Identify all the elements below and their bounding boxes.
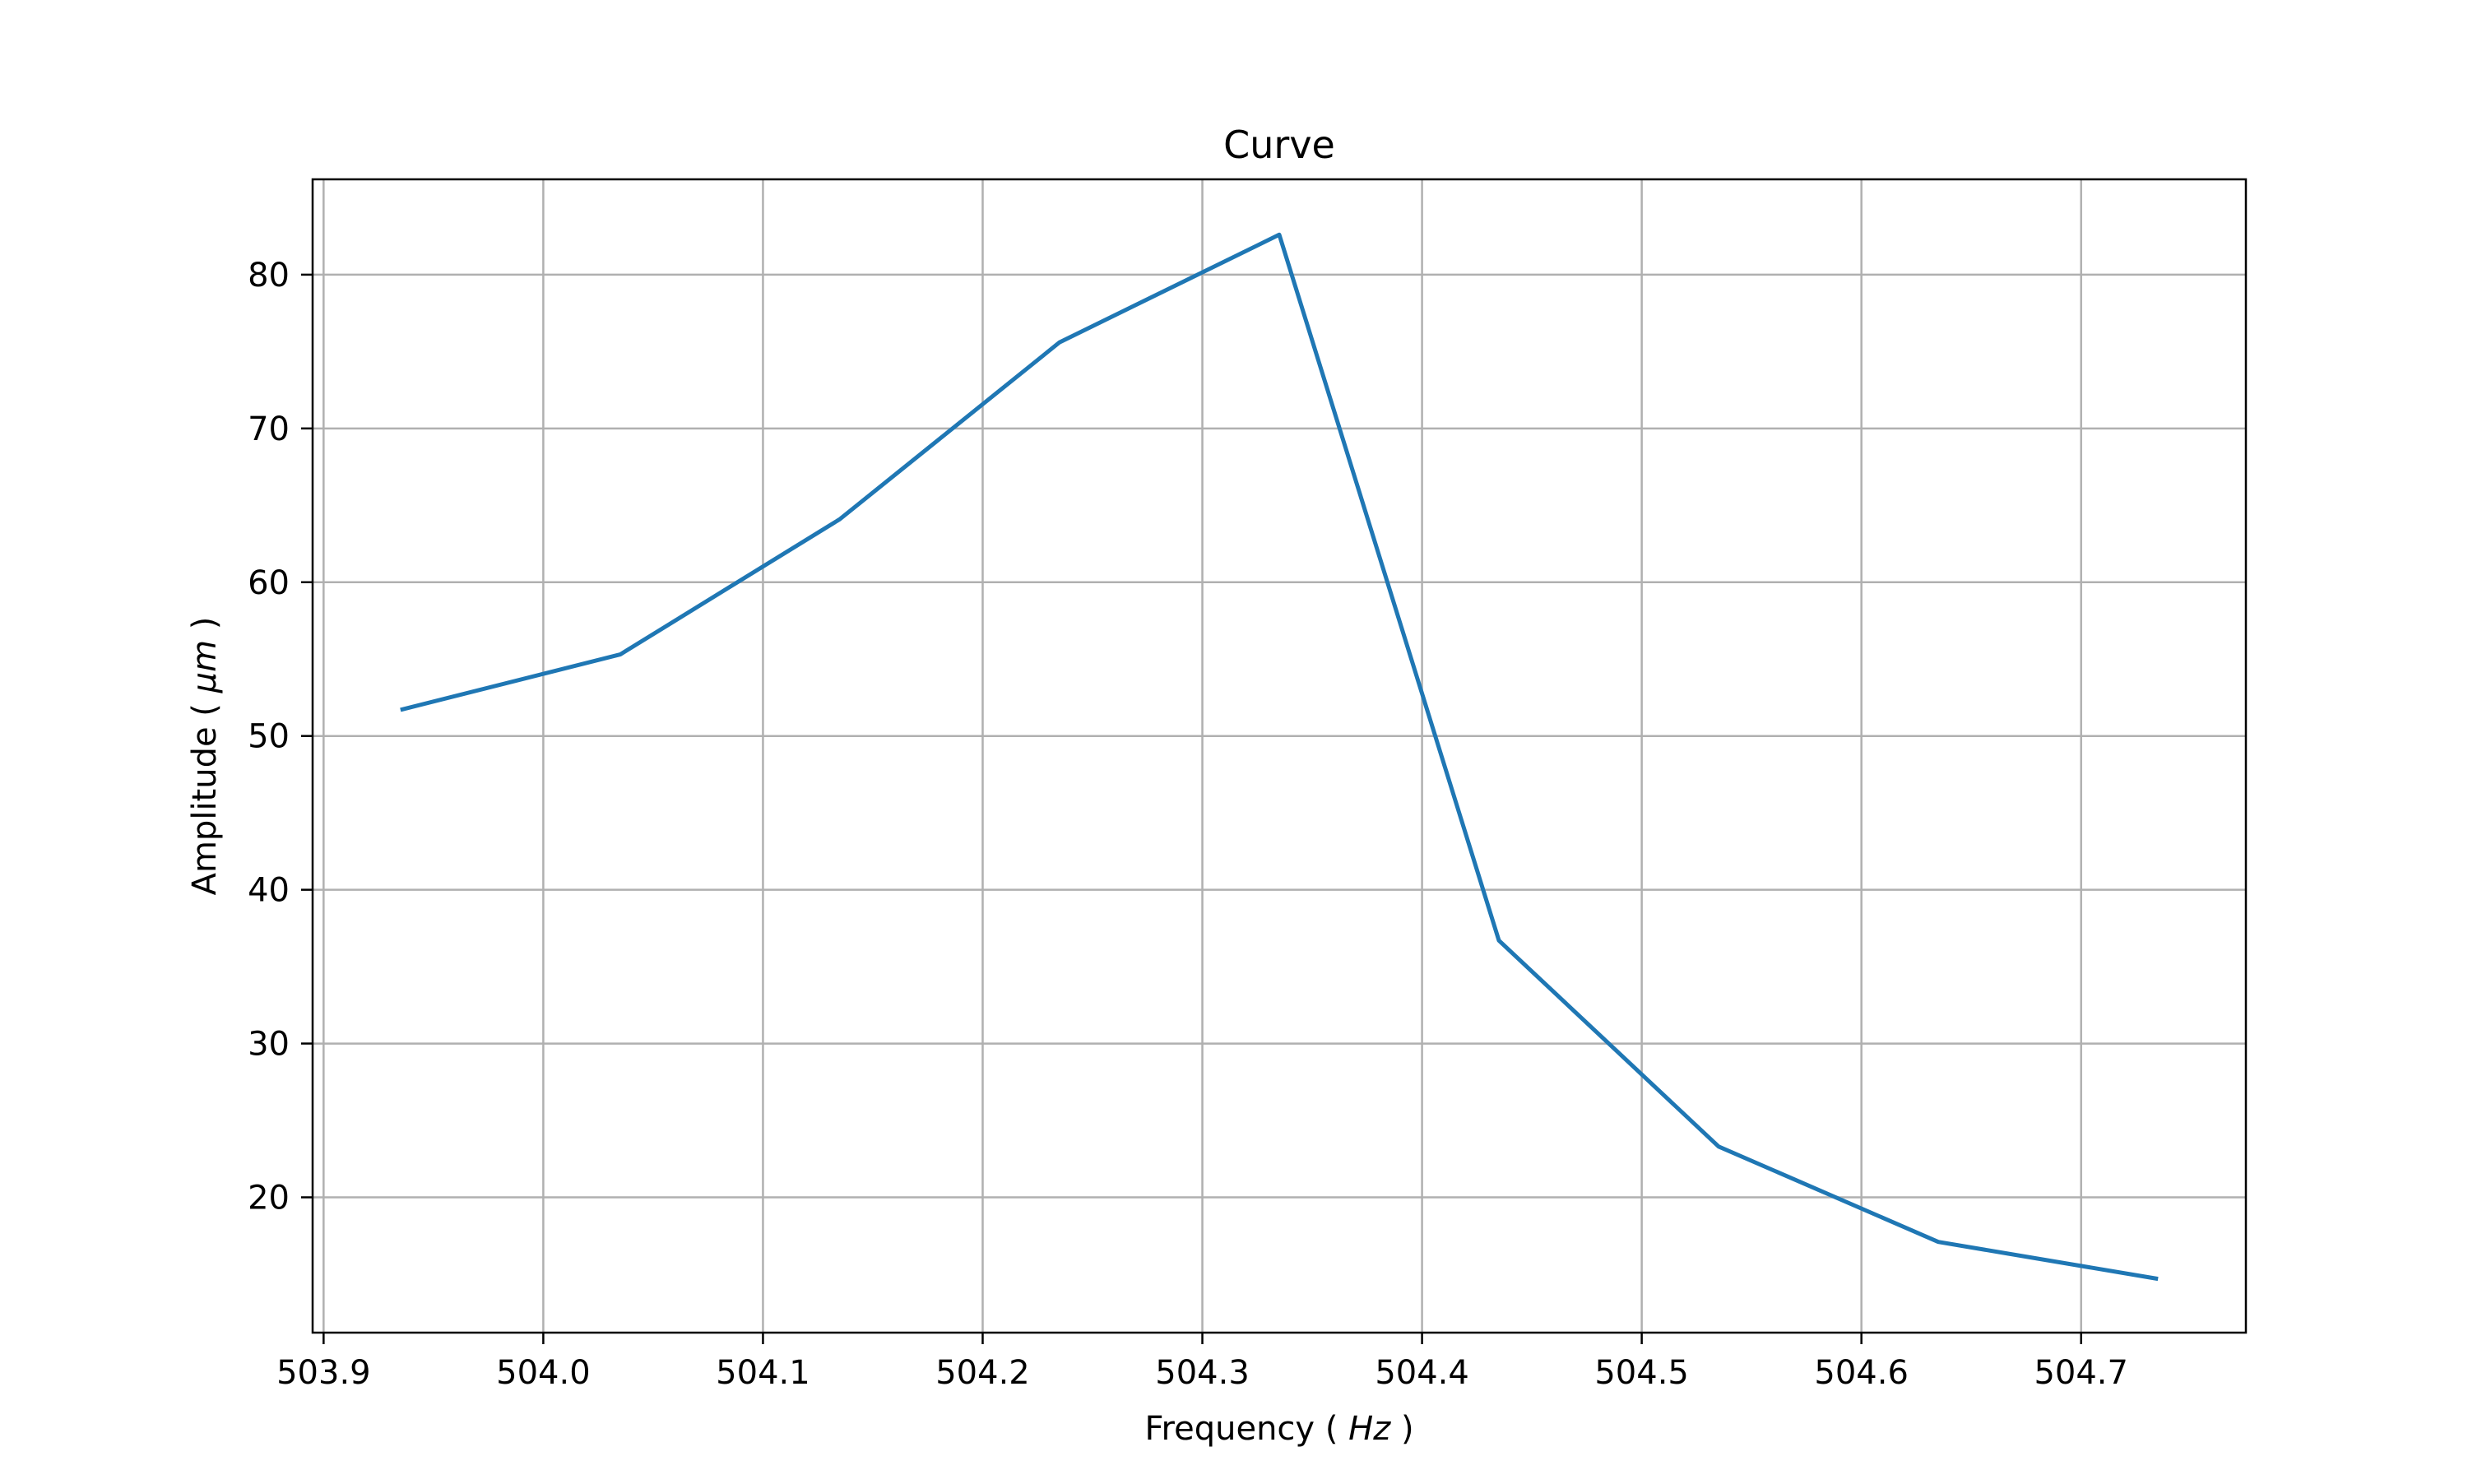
- x-tick-label: 504.5: [1594, 1354, 1689, 1392]
- chart-title: Curve: [1223, 123, 1335, 167]
- grid-layer: [313, 179, 2246, 1333]
- x-axis-label-paren-open: (: [1325, 1410, 1338, 1448]
- series-line: [400, 232, 2159, 1282]
- y-axis-label: Amplitude ( μm ): [186, 617, 224, 896]
- x-tick-label: 504.0: [496, 1354, 591, 1392]
- y-tick-label: 40: [248, 872, 290, 910]
- x-tick-label: 504.4: [1375, 1354, 1469, 1392]
- ticks-layer: 503.9 504.0 504.1 504.2 504.3 504.4 504.5 504.6…: [248, 257, 2128, 1392]
- y-tick-label: 30: [248, 1026, 290, 1064]
- x-tick-label: 503.9: [276, 1354, 371, 1392]
- y-axis-unit: μm: [186, 640, 224, 693]
- plot-area-frame: [311, 178, 2248, 1334]
- y-axis-label-text: Amplitude: [186, 726, 224, 895]
- x-axis-label: Frequency ( Hz ): [1144, 1410, 1413, 1448]
- y-axis-label-paren-close: ): [186, 617, 224, 630]
- x-tick-label: 504.1: [716, 1354, 810, 1392]
- x-axis-unit: Hz: [1348, 1410, 1391, 1448]
- x-tick-label: 504.6: [1814, 1354, 1909, 1392]
- y-tick-label: 50: [248, 718, 290, 756]
- x-axis-label-paren-close: ): [1401, 1410, 1414, 1448]
- x-tick-label: 504.3: [1155, 1354, 1250, 1392]
- y-tick-label: 20: [248, 1179, 290, 1217]
- x-axis-label-text: Frequency: [1144, 1410, 1315, 1448]
- x-tick-label: 504.2: [935, 1354, 1030, 1392]
- y-axis-label-paren-open: (: [186, 703, 224, 716]
- series-layer: [400, 232, 2159, 1282]
- y-tick-label: 60: [248, 564, 290, 602]
- x-tick-label: 504.7: [2034, 1354, 2128, 1392]
- y-tick-label: 80: [248, 257, 290, 294]
- y-tick-label: 70: [248, 410, 290, 448]
